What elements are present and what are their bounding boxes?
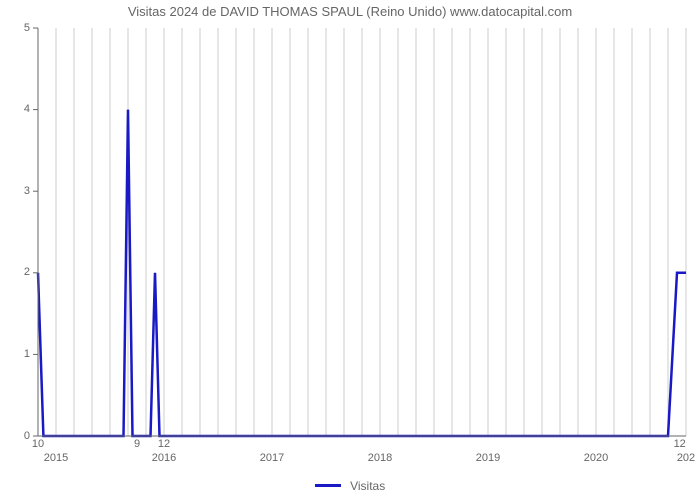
y-tick-label: 3 xyxy=(24,185,30,197)
x-major-label: 2016 xyxy=(144,452,184,464)
x-major-label: 2017 xyxy=(252,452,292,464)
y-tick-label: 5 xyxy=(24,22,30,34)
legend-label: Visitas xyxy=(350,479,385,493)
x-major-label: 2019 xyxy=(468,452,508,464)
legend-swatch xyxy=(315,484,341,487)
x-minor-label: 12 xyxy=(670,438,690,450)
chart-title: Visitas 2024 de DAVID THOMAS SPAUL (Rein… xyxy=(0,4,700,19)
plot-area xyxy=(38,28,686,436)
legend: Visitas xyxy=(0,478,700,493)
chart-svg xyxy=(38,28,686,436)
x-major-label: 2015 xyxy=(36,452,76,464)
y-tick-label: 1 xyxy=(24,348,30,360)
y-tick-label: 2 xyxy=(24,266,30,278)
x-major-label: 2018 xyxy=(360,452,400,464)
x-minor-label: 10 xyxy=(28,438,48,450)
x-minor-label: 12 xyxy=(154,438,174,450)
x-minor-label: 9 xyxy=(127,438,147,450)
x-major-label: 2020 xyxy=(576,452,616,464)
x-major-label: 202 xyxy=(666,452,700,464)
y-tick-label: 4 xyxy=(24,103,30,115)
